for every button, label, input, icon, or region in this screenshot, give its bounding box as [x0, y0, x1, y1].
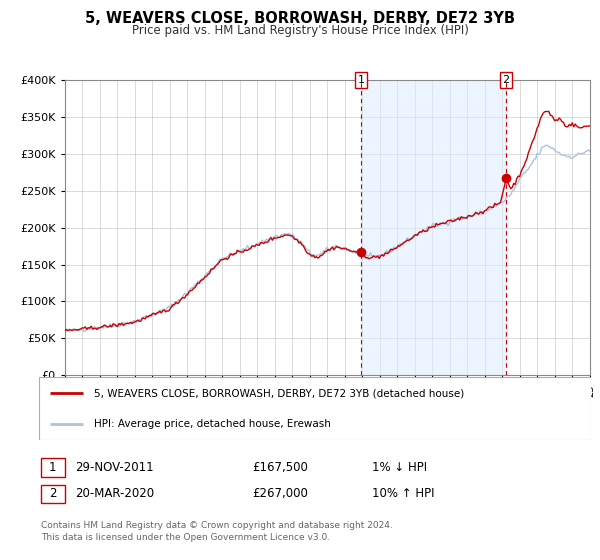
- Text: £167,500: £167,500: [252, 461, 308, 474]
- Text: 5, WEAVERS CLOSE, BORROWASH, DERBY, DE72 3YB (detached house): 5, WEAVERS CLOSE, BORROWASH, DERBY, DE72…: [94, 388, 464, 398]
- Text: 5, WEAVERS CLOSE, BORROWASH, DERBY, DE72 3YB: 5, WEAVERS CLOSE, BORROWASH, DERBY, DE72…: [85, 11, 515, 26]
- Text: 1: 1: [49, 461, 56, 474]
- Text: 1% ↓ HPI: 1% ↓ HPI: [372, 461, 427, 474]
- Text: £267,000: £267,000: [252, 487, 308, 501]
- Text: 1: 1: [358, 75, 364, 85]
- Text: 20-MAR-2020: 20-MAR-2020: [76, 487, 155, 501]
- Bar: [361, 80, 506, 375]
- Text: 2: 2: [503, 75, 510, 85]
- Text: HPI: Average price, detached house, Erewash: HPI: Average price, detached house, Erew…: [94, 419, 331, 430]
- Text: Contains HM Land Registry data © Crown copyright and database right 2024.
This d: Contains HM Land Registry data © Crown c…: [41, 521, 392, 542]
- Text: 2: 2: [49, 487, 56, 501]
- Text: Price paid vs. HM Land Registry's House Price Index (HPI): Price paid vs. HM Land Registry's House …: [131, 24, 469, 37]
- Text: 29-NOV-2011: 29-NOV-2011: [76, 461, 154, 474]
- Text: 10% ↑ HPI: 10% ↑ HPI: [372, 487, 434, 501]
